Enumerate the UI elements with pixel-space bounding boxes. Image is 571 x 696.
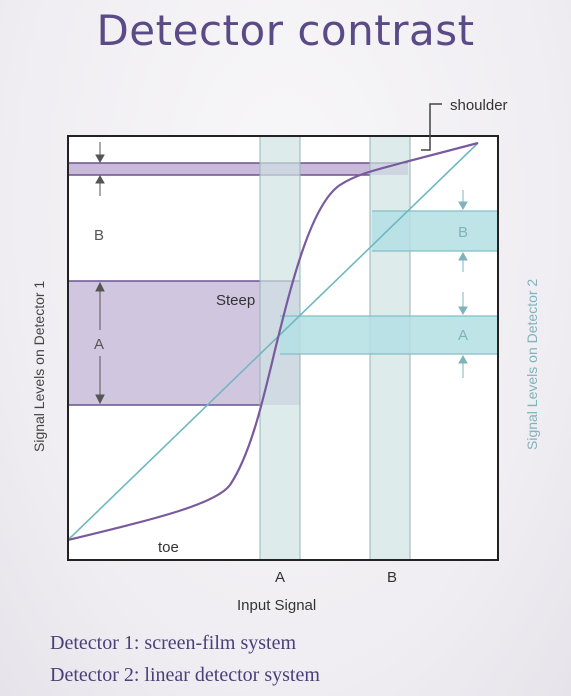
caption-detector1: Detector 1: screen-film system	[50, 632, 297, 654]
x-tick-a: A	[275, 569, 285, 586]
steep-label: Steep	[216, 292, 255, 309]
slide-title: Detector contrast	[96, 6, 475, 55]
caption-detector2: Detector 2: linear detector system	[50, 664, 320, 686]
toe-label: toe	[158, 539, 179, 556]
detector1-characteristic-curve	[67, 141, 479, 542]
left-band-a-label: A	[94, 336, 104, 353]
shoulder-callout-line	[421, 103, 442, 151]
left-arrow-a	[95, 281, 105, 405]
right-band-b-label: B	[458, 224, 468, 241]
detector2-band-b	[372, 211, 498, 251]
shoulder-label: shoulder	[450, 97, 508, 114]
right-arrow-a	[458, 292, 468, 378]
y-axis-left-label: Signal Levels on Detector 1	[31, 281, 47, 452]
y-axis-right-label: Signal Levels on Detector 2	[524, 279, 540, 450]
left-arrow-b-thin	[95, 142, 105, 196]
x-tick-b: B	[387, 569, 397, 586]
detector2-band-a	[280, 316, 498, 354]
detector2-linear-response	[67, 142, 479, 541]
right-arrow-b	[458, 190, 468, 272]
detector1-band-b	[68, 163, 408, 175]
left-band-b-label: B	[94, 227, 104, 244]
right-band-a-label: A	[458, 327, 468, 344]
plot-frame	[67, 135, 499, 561]
x-axis-label: Input Signal	[237, 597, 316, 614]
